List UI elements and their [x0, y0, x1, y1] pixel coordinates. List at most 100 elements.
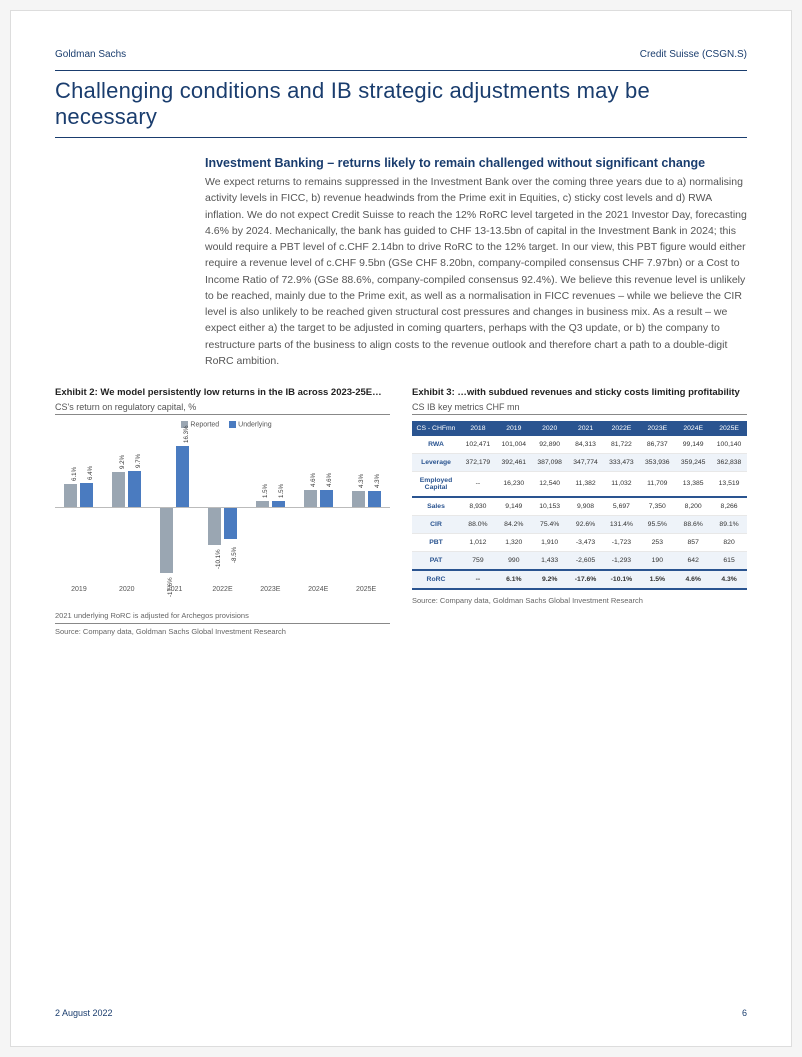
- table-cell: 131.4%: [604, 515, 640, 533]
- table-header: 2022E: [604, 421, 640, 436]
- bar-reported: 9.2%: [112, 472, 125, 507]
- bar-label: 4.3%: [358, 474, 365, 488]
- x-label: 2022E: [199, 586, 247, 593]
- table-cell: 1,012: [460, 533, 496, 551]
- table-cell: -10.1%: [604, 570, 640, 589]
- bar-label: 6.4%: [87, 466, 94, 480]
- bar-label: -17.6%: [167, 577, 174, 597]
- x-label: 2023E: [246, 586, 294, 593]
- table-cell: 86,737: [639, 436, 675, 454]
- table-cell: 642: [675, 551, 711, 570]
- body-section: Investment Banking – returns likely to r…: [205, 156, 747, 369]
- table-row: PBT1,0121,3201,910-3,473-1,723253857820: [412, 533, 747, 551]
- section-body: We expect returns to remains suppressed …: [205, 174, 747, 369]
- table-row: Leverage372,179392,461387,098347,774333,…: [412, 453, 747, 471]
- bar-label: 16.3%: [183, 425, 190, 443]
- table-row: Sales8,9309,14910,1539,9085,6977,3508,20…: [412, 497, 747, 516]
- exhibit2-title: Exhibit 2: We model persistently low ret…: [55, 387, 390, 399]
- table-cell: 84.2%: [496, 515, 532, 533]
- table-cell: 6.1%: [496, 570, 532, 589]
- row-label: RoRC: [412, 570, 460, 589]
- row-label: RWA: [412, 436, 460, 454]
- bar-underlying: -8.5%: [224, 507, 237, 539]
- metrics-table: CS - CHFmn20182019202020212022E2023E2024…: [412, 421, 747, 590]
- table-cell: 1.5%: [639, 570, 675, 589]
- table-cell: -17.6%: [568, 570, 604, 589]
- table-cell: -2,605: [568, 551, 604, 570]
- row-label: Employed Capital: [412, 471, 460, 497]
- table-cell: 8,266: [711, 497, 747, 516]
- row-label: PBT: [412, 533, 460, 551]
- page-footer: 2 August 2022 6: [55, 1008, 747, 1018]
- table-cell: 88.0%: [460, 515, 496, 533]
- table-cell: 102,471: [460, 436, 496, 454]
- bar-reported: 4.6%: [304, 490, 317, 507]
- table-header: 2020: [532, 421, 568, 436]
- bar-chart: 6.1%6.4%9.2%9.7%-17.6%16.3%-10.1%-8.5%1.…: [55, 432, 390, 582]
- table-cell: 100,140: [711, 436, 747, 454]
- table-cell: 8,200: [675, 497, 711, 516]
- table-header: 2025E: [711, 421, 747, 436]
- table-cell: 89.1%: [711, 515, 747, 533]
- bar-underlying: 16.3%: [176, 446, 189, 507]
- table-cell: 759: [460, 551, 496, 570]
- table-cell: 11,382: [568, 471, 604, 497]
- table-cell: 359,245: [675, 453, 711, 471]
- legend-swatch-underlying: [229, 421, 236, 428]
- table-cell: 99,149: [675, 436, 711, 454]
- footer-page: 6: [742, 1008, 747, 1018]
- table-cell: -1,293: [604, 551, 640, 570]
- bar-label: 9.2%: [119, 455, 126, 469]
- table-row: PAT7599901,433-2,605-1,293190642615: [412, 551, 747, 570]
- table-header: 2019: [496, 421, 532, 436]
- exhibit3-title: Exhibit 3: …with subdued revenues and st…: [412, 387, 747, 399]
- table-cell: 9.2%: [532, 570, 568, 589]
- table-cell: 92.6%: [568, 515, 604, 533]
- header-left: Goldman Sachs: [55, 49, 126, 60]
- table-header: 2018: [460, 421, 496, 436]
- chart-legend: Reported Underlying: [55, 421, 390, 428]
- exhibit2-source: Source: Company data, Goldman Sachs Glob…: [55, 627, 390, 636]
- table-cell: -3,473: [568, 533, 604, 551]
- table-cell: 9,908: [568, 497, 604, 516]
- bar-underlying: 6.4%: [80, 483, 93, 507]
- table-cell: 353,936: [639, 453, 675, 471]
- bar-label: 4.6%: [310, 473, 317, 487]
- table-cell: 333,473: [604, 453, 640, 471]
- table-cell: 372,179: [460, 453, 496, 471]
- table-cell: 615: [711, 551, 747, 570]
- table-cell: 9,149: [496, 497, 532, 516]
- bar-reported: -17.6%: [160, 507, 173, 573]
- table-cell: -1,723: [604, 533, 640, 551]
- exhibit-3: Exhibit 3: …with subdued revenues and st…: [412, 387, 747, 636]
- footer-date: 2 August 2022: [55, 1008, 113, 1018]
- bar-label: 1.5%: [278, 484, 285, 498]
- bar-label: 4.3%: [374, 474, 381, 488]
- table-cell: 362,838: [711, 453, 747, 471]
- bar-reported: 4.3%: [352, 491, 365, 507]
- table-cell: 5,697: [604, 497, 640, 516]
- table-row: Employed Capital--16,23012,54011,38211,0…: [412, 471, 747, 497]
- legend-label-underlying: Underlying: [238, 421, 271, 428]
- table-cell: 92,890: [532, 436, 568, 454]
- table-cell: 88.6%: [675, 515, 711, 533]
- table-cell: 190: [639, 551, 675, 570]
- bar-reported: 6.1%: [64, 484, 77, 507]
- table-cell: 95.5%: [639, 515, 675, 533]
- table-cell: 11,032: [604, 471, 640, 497]
- header-right: Credit Suisse (CSGN.S): [640, 49, 747, 60]
- page-title: Challenging conditions and IB strategic …: [55, 70, 747, 138]
- bar-label: 4.6%: [326, 473, 333, 487]
- section-heading: Investment Banking – returns likely to r…: [205, 156, 747, 170]
- table-cell: 75.4%: [532, 515, 568, 533]
- table-cell: 11,709: [639, 471, 675, 497]
- bar-underlying: 9.7%: [128, 471, 141, 507]
- table-cell: 820: [711, 533, 747, 551]
- page: Goldman Sachs Credit Suisse (CSGN.S) Cha…: [10, 10, 792, 1047]
- bar-label: -10.1%: [215, 549, 222, 569]
- x-label: 2025E: [342, 586, 390, 593]
- table-cell: 253: [639, 533, 675, 551]
- bar-label: 9.7%: [135, 453, 142, 467]
- chart-note: 2021 underlying RoRC is adjusted for Arc…: [55, 611, 390, 624]
- x-label: 2019: [55, 586, 103, 593]
